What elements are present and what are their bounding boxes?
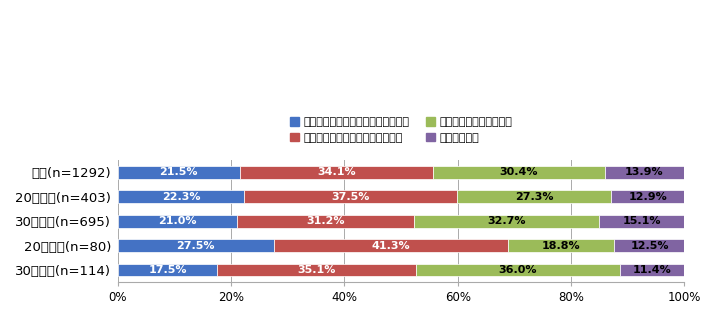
Text: 15.1%: 15.1% bbox=[622, 216, 661, 226]
Bar bbox=[433, 166, 605, 179]
Text: 34.1%: 34.1% bbox=[317, 167, 356, 177]
Text: 35.1%: 35.1% bbox=[297, 265, 336, 275]
Text: 36.0%: 36.0% bbox=[498, 265, 537, 275]
Text: 11.4%: 11.4% bbox=[633, 265, 672, 275]
Bar bbox=[620, 264, 684, 277]
Text: 21.5%: 21.5% bbox=[160, 167, 198, 177]
Text: 31.2%: 31.2% bbox=[306, 216, 344, 226]
Bar bbox=[611, 190, 684, 203]
Bar bbox=[416, 264, 620, 277]
Bar bbox=[605, 166, 684, 179]
Text: 12.5%: 12.5% bbox=[630, 241, 669, 251]
Bar bbox=[457, 190, 611, 203]
Bar bbox=[414, 215, 599, 227]
Text: 41.3%: 41.3% bbox=[372, 241, 410, 251]
Bar bbox=[118, 215, 237, 227]
Bar bbox=[118, 264, 217, 277]
Bar bbox=[614, 239, 685, 252]
Text: 37.5%: 37.5% bbox=[332, 192, 369, 202]
Bar bbox=[237, 215, 414, 227]
Text: 27.3%: 27.3% bbox=[515, 192, 553, 202]
Bar bbox=[599, 215, 684, 227]
Text: 13.9%: 13.9% bbox=[625, 167, 664, 177]
Text: 27.5%: 27.5% bbox=[177, 241, 215, 251]
Text: 32.7%: 32.7% bbox=[487, 216, 526, 226]
Text: 30.4%: 30.4% bbox=[500, 167, 538, 177]
Bar bbox=[118, 190, 244, 203]
Bar bbox=[118, 166, 240, 179]
Bar bbox=[508, 239, 614, 252]
Bar bbox=[240, 166, 433, 179]
Bar bbox=[118, 239, 274, 252]
Text: 22.3%: 22.3% bbox=[162, 192, 200, 202]
Text: 12.9%: 12.9% bbox=[629, 192, 667, 202]
Bar bbox=[274, 239, 508, 252]
Text: 21.0%: 21.0% bbox=[158, 216, 197, 226]
Bar bbox=[244, 190, 457, 203]
Text: 17.5%: 17.5% bbox=[148, 265, 187, 275]
Text: 18.8%: 18.8% bbox=[541, 241, 580, 251]
Legend: 利用している・利用したことがある, 知っているが利用したことはない, 名前を聞いたことはある, 全く知らない: 利用している・利用したことがある, 知っているが利用したことはない, 名前を聞い… bbox=[288, 115, 515, 145]
Bar bbox=[217, 264, 416, 277]
